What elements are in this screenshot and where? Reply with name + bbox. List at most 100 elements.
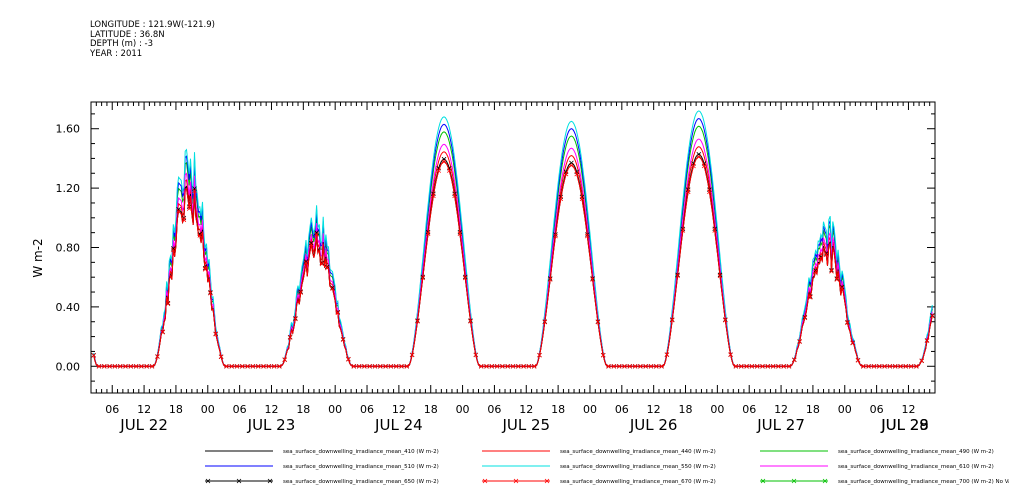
series-marker (160, 329, 165, 335)
series-marker (802, 315, 808, 321)
series-marker (770, 364, 776, 369)
series-marker (102, 364, 107, 369)
series-marker (526, 364, 532, 369)
series-marker (415, 319, 420, 324)
series-marker (643, 364, 648, 369)
series-marker (553, 233, 558, 239)
legend-marker (513, 478, 519, 484)
series-marker (701, 163, 707, 169)
series-marker (739, 364, 744, 369)
series-marker (754, 364, 760, 369)
series-marker (176, 208, 181, 214)
x-tick-label: 06 (233, 403, 247, 416)
series-marker (744, 364, 749, 369)
series-marker (340, 337, 346, 342)
series-line (93, 125, 933, 367)
plot-border (90, 101, 936, 394)
legend-entry: sea_surface_downwelling_irradiance_mean_… (283, 449, 439, 455)
series-marker (680, 228, 686, 233)
x-day-label: JUL 27 (756, 416, 805, 434)
x-day-label: JUL 22 (119, 416, 168, 434)
x-day-label: JUL 29 (880, 416, 929, 434)
series-marker (632, 364, 638, 369)
series-marker (903, 364, 909, 369)
series-line (93, 146, 933, 367)
series-marker (96, 364, 102, 369)
series-marker (781, 364, 786, 369)
y-tick-label: 1.60 (56, 123, 81, 136)
series-marker (330, 286, 335, 291)
x-tick-label: 12 (901, 403, 915, 416)
x-tick-label: 18 (169, 403, 183, 416)
x-tick-label: 18 (551, 403, 565, 416)
series-marker (648, 364, 654, 369)
metadata-header: LONGITUDE : 121.9W(-121.9) LATITUDE : 36… (90, 20, 215, 59)
y-tick-label: 0.40 (56, 301, 81, 314)
series-marker (908, 364, 914, 369)
series-marker (425, 231, 431, 236)
x-tick-label: 00 (710, 403, 724, 416)
series-marker (457, 231, 463, 236)
series-marker (829, 269, 834, 274)
series-marker (914, 364, 919, 369)
series-marker (478, 364, 484, 369)
series-marker (192, 188, 197, 193)
series-marker (537, 352, 542, 358)
series-marker (112, 364, 118, 369)
depth-line: DEPTH (m) : -3 (90, 39, 153, 49)
legend-marker (267, 478, 273, 484)
series-marker (91, 353, 96, 358)
series-marker (930, 313, 935, 319)
series-marker (707, 189, 712, 195)
series-marker (441, 159, 447, 164)
legend-entry: sea_surface_downwelling_irradiance_mean_… (283, 479, 439, 485)
series-marker (224, 364, 229, 369)
series-marker (924, 338, 930, 343)
series-marker (855, 358, 861, 363)
legend-entry: sea_surface_downwelling_irradiance_mean_… (838, 479, 1009, 485)
series-marker (542, 319, 548, 325)
series-marker (208, 290, 213, 296)
legend-entry: sea_surface_downwelling_irradiance_mean_… (560, 449, 716, 455)
x-tick-label: 00 (328, 403, 342, 416)
series-marker (622, 364, 627, 369)
series-marker (547, 277, 553, 282)
longitude-line: LONGITUDE : 121.9W(-121.9) (90, 20, 215, 30)
series-marker (792, 357, 797, 363)
x-tick-label: 12 (519, 403, 533, 416)
legend-entry: sea_surface_downwelling_irradiance_mean_… (560, 479, 716, 485)
series-marker (240, 364, 245, 369)
legend-marker (791, 478, 797, 484)
series-line (93, 118, 933, 367)
series-marker (861, 364, 866, 369)
x-tick-label: 00 (456, 403, 470, 416)
series-marker (213, 331, 218, 337)
series-marker (144, 364, 149, 369)
series-line (93, 156, 933, 367)
series-marker (510, 364, 516, 369)
series-marker (818, 255, 824, 261)
series-marker (887, 364, 893, 369)
series-marker (823, 252, 829, 257)
series-marker (462, 275, 468, 281)
series-marker (611, 364, 617, 369)
series-lines (91, 110, 935, 369)
series-marker (133, 364, 139, 369)
x-tick-label: 06 (742, 403, 756, 416)
x-tick-label: 06 (360, 403, 374, 416)
series-marker (171, 246, 176, 251)
series-marker (255, 364, 261, 369)
legend-marker (760, 478, 766, 484)
series-marker (436, 168, 441, 173)
series-marker (691, 163, 696, 169)
series-marker (808, 295, 813, 300)
series-marker (866, 364, 871, 369)
series-marker (271, 364, 277, 369)
series-marker (393, 364, 399, 369)
x-tick-label: 12 (137, 403, 151, 416)
series-marker (574, 171, 579, 177)
y-tick-label: 1.20 (56, 182, 81, 195)
series-marker (245, 364, 250, 369)
series-marker (654, 364, 659, 369)
